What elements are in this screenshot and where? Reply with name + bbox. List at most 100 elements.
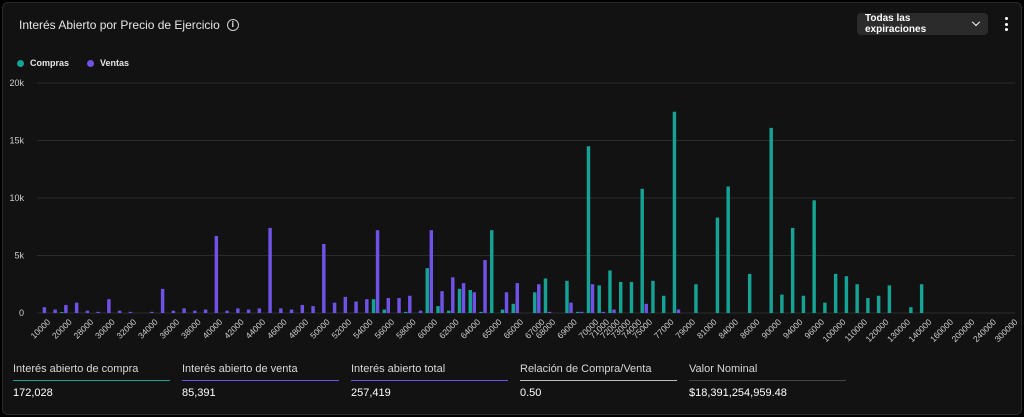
bar-puts [397,298,401,313]
bar-puts [193,310,197,313]
bar-puts [515,283,519,313]
bar-calls [919,284,924,313]
bar-calls [479,311,483,313]
x-tick-label: 46000 [265,317,289,341]
stat-value: 85,391 [182,387,216,399]
x-tick-label: 62000 [437,317,461,341]
x-tick-label: 86000 [738,317,762,341]
bar-puts [612,309,616,313]
stat-label: Relación de Compra/Venta [520,361,677,381]
x-tick-label: 81000 [695,317,719,341]
stat-call-put-ratio: Relación de Compra/Venta 0.50 [520,361,677,399]
stat-total-open-interest: Interés abierto total 257,419 [351,361,508,399]
bar-puts [182,308,186,313]
bar-puts [300,304,305,313]
bar-puts [42,307,47,313]
bar-puts [354,301,358,313]
bar-puts [311,306,315,313]
stat-value: 172,028 [13,387,53,399]
x-tick-label: 52000 [329,317,353,341]
bar-puts [268,227,272,313]
bar-puts [472,292,477,313]
x-tick-label: 58000 [394,317,418,341]
calls-swatch [17,59,24,67]
bar-puts [203,309,208,313]
bar-calls [640,188,644,313]
bar-calls [801,295,806,313]
card-header: Interés Abierto por Precio de Ejercicio … [19,15,239,35]
bar-calls [629,281,634,313]
bar-puts [580,311,584,313]
bar-calls [661,295,666,313]
bar-calls [533,292,537,313]
x-tick-label: 40000 [200,317,224,341]
x-tick-label: 65000 [480,317,504,341]
bar-calls [371,299,376,313]
x-tick-label: 60000 [415,317,439,341]
bar-puts [289,309,294,313]
bar-puts [257,308,262,313]
bar-puts [160,288,165,313]
bar-puts [440,291,444,313]
legend-item-puts[interactable]: Ventas [87,58,129,68]
x-tick-label: 30000 [93,317,117,341]
info-icon[interactable]: i [226,19,239,31]
bar-puts [236,308,240,313]
bar-puts [547,311,552,313]
bar-calls [468,290,472,313]
bar-puts [461,283,466,313]
bar-calls [715,217,720,313]
x-tick-label: 300000 [992,317,1019,343]
y-tick-label: 0 [19,308,24,318]
puts-swatch [87,59,95,67]
bar-calls [436,306,440,313]
more-options-icon[interactable] [1001,15,1011,33]
bar-calls [543,278,548,313]
x-tick-label: 54000 [351,317,375,341]
bar-calls [447,310,451,313]
legend-item-calls[interactable]: Compras [17,58,69,68]
stat-value: $18,391,254,959.48 [689,387,787,399]
page-title: Interés Abierto por Precio de Ejercicio [19,18,220,32]
expiry-dropdown[interactable]: Todas las expiraciones [857,13,988,35]
bar-calls [618,281,623,313]
bar-puts [569,302,573,313]
bar-puts [537,284,541,313]
legend-label-puts: Ventas [100,58,130,68]
bar-puts [171,310,176,313]
x-tick-label: 79000 [673,317,697,341]
bar-calls [457,288,462,313]
bar-calls [490,230,494,313]
bar-calls [844,276,849,313]
bar-calls [769,127,773,313]
bar-puts [117,310,122,313]
bar-calls [747,273,752,313]
x-tick-label: 84000 [716,317,740,341]
bar-puts [483,260,487,313]
bar-puts [386,298,391,313]
x-tick-label: 36000 [157,317,181,341]
bar-calls [823,302,827,313]
bar-puts [214,235,219,313]
x-tick-label: 38000 [179,317,203,341]
bar-calls [672,111,677,313]
bar-puts [85,310,90,313]
bar-calls [780,294,784,313]
stat-label: Valor Nominal [689,361,846,381]
legend-label-calls: Compras [30,58,70,68]
bar-calls [726,186,730,313]
x-tick-label: 94000 [781,317,805,341]
x-tick-label: 44000 [243,317,267,341]
bar-calls [511,303,515,313]
x-tick-label: 66000 [501,317,525,341]
x-tick-label: 48000 [286,317,310,341]
stat-value: 0.50 [520,387,542,399]
chart-legend: Compras Ventas [17,58,129,68]
x-tick-label: 69000 [555,317,579,341]
stat-label: Interés abierto de venta [182,361,339,381]
stat-notional-value: Valor Nominal $18,391,254,959.48 [689,361,846,399]
x-tick-label: 77000 [652,317,676,341]
bar-calls [651,280,655,313]
bar-puts [644,303,648,313]
bar-puts [408,295,412,313]
